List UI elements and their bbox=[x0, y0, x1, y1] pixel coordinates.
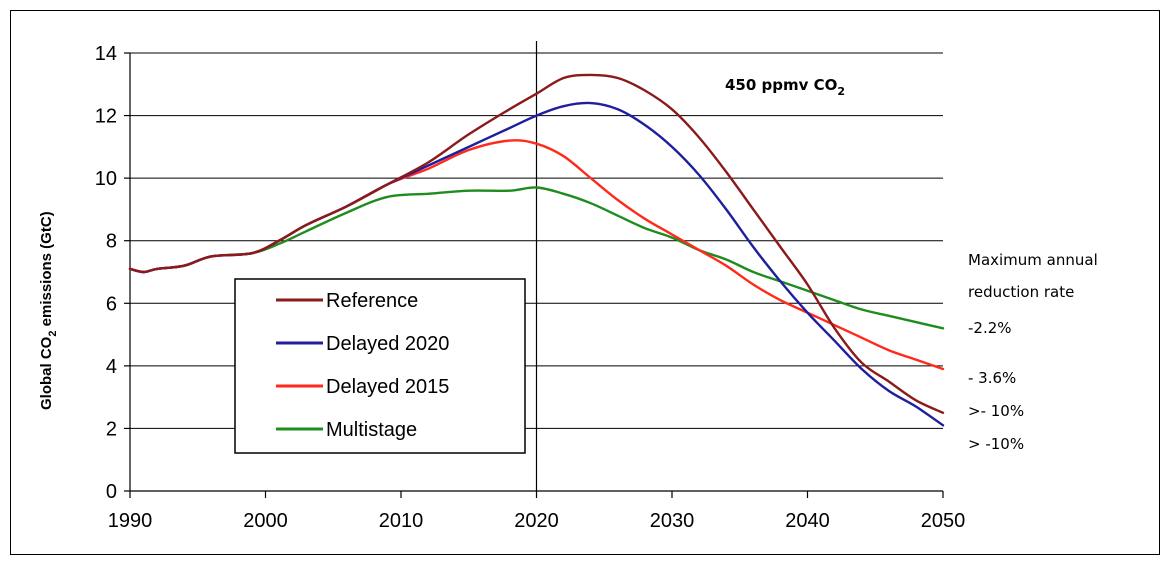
y-tick-label-0: 0 bbox=[106, 481, 117, 503]
chart-frame bbox=[10, 10, 1160, 555]
rate-label-multistage: -2.2% bbox=[968, 319, 1012, 337]
y-axis-label: Global CO2 emissions (GtC) bbox=[38, 211, 59, 410]
y-tick-label-6: 6 bbox=[106, 293, 117, 315]
y-tick-label-4: 4 bbox=[106, 356, 117, 378]
x-tick-label-2020: 2020 bbox=[514, 510, 559, 532]
rate-label-reference: >- 10% bbox=[968, 402, 1024, 420]
rate-label-delayed-2015: - 3.6% bbox=[968, 369, 1016, 387]
y-tick-label-12: 12 bbox=[95, 106, 117, 128]
annotation-title-line-2: reduction rate bbox=[968, 283, 1074, 301]
y-tick-label-10: 10 bbox=[95, 168, 117, 190]
series-lines bbox=[128, 73, 945, 427]
x-tick-label-2040: 2040 bbox=[785, 510, 830, 532]
x-tick-label-1990: 1990 bbox=[108, 510, 153, 532]
rate-label-delayed-2020: > -10% bbox=[968, 435, 1024, 453]
legend-label-multistage: Multistage bbox=[326, 419, 417, 441]
legend-box bbox=[234, 278, 526, 454]
x-tick-label-2050: 2050 bbox=[921, 510, 966, 532]
axes bbox=[124, 41, 944, 498]
x-tick-label-2010: 2010 bbox=[379, 510, 424, 532]
series-line-reference bbox=[128, 73, 945, 414]
reduction-rate-annotation: Maximum annual reduction rate -2.2% - 3.… bbox=[968, 251, 1098, 453]
y-tick-label-2: 2 bbox=[106, 418, 117, 440]
legend-label-delayed-2015: Delayed 2015 bbox=[326, 376, 449, 398]
legend: Reference Delayed 2020 Delayed 2015 Multist… bbox=[234, 278, 526, 454]
y-tick-label-8: 8 bbox=[106, 231, 117, 253]
y-tick-label-14: 14 bbox=[95, 43, 117, 65]
y-tick-labels: 0 2 4 6 8 10 12 14 bbox=[95, 43, 117, 503]
legend-label-delayed-2020: Delayed 2020 bbox=[326, 333, 449, 355]
x-tick-labels: 1990 2000 2010 2020 2030 2040 2050 bbox=[108, 510, 966, 532]
chart-title: 450 ppmv CO2 bbox=[725, 76, 845, 98]
annotation-title-line-1: Maximum annual bbox=[968, 251, 1098, 269]
legend-label-reference: Reference bbox=[326, 290, 418, 312]
x-tick-label-2030: 2030 bbox=[650, 510, 695, 532]
x-tick-label-2000: 2000 bbox=[243, 510, 288, 532]
